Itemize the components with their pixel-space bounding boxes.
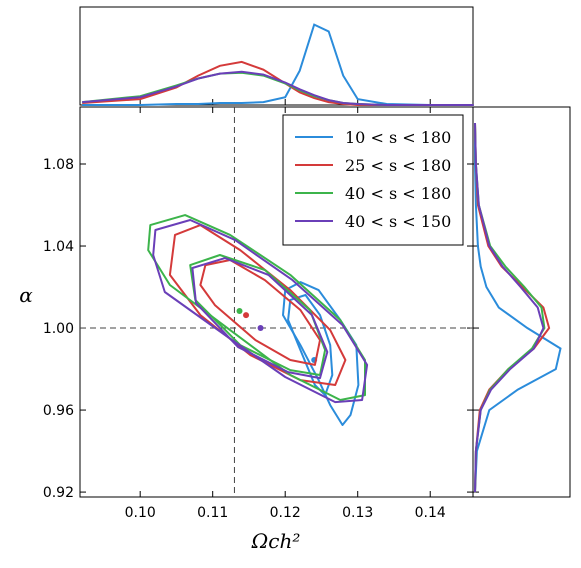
contour	[147, 214, 366, 401]
x-tick-label: 0.14	[415, 505, 446, 521]
legend-label: 10 < s < 180	[345, 128, 451, 147]
x-tick-label: 0.13	[342, 505, 373, 521]
x-tick-label: 0.10	[125, 505, 156, 521]
best-fit	[236, 308, 243, 315]
contour	[191, 257, 329, 380]
top-frame	[79, 6, 474, 106]
contour	[189, 254, 327, 376]
y-tick-label: 0.92	[43, 485, 74, 501]
x-tick-label: 0.12	[270, 505, 301, 521]
contour	[282, 281, 360, 426]
y-marginal	[474, 122, 545, 493]
legend-label: 40 < s < 180	[345, 184, 451, 203]
y-tick-label: 1.00	[43, 321, 74, 337]
y-tick-label: 1.08	[43, 157, 74, 173]
x-marginal	[82, 71, 474, 106]
contour	[199, 259, 321, 366]
legend-label: 40 < s < 150	[345, 212, 451, 231]
x-tick-label: 0.11	[197, 505, 228, 521]
x-axis-label: Ωch²	[251, 529, 301, 553]
contour	[168, 224, 347, 386]
y-tick-label: 0.96	[43, 403, 74, 419]
legend-label: 25 < s < 180	[345, 156, 451, 175]
x-marginal	[82, 70, 474, 106]
best-fit	[257, 325, 264, 332]
y-marginal	[474, 123, 562, 493]
y-axis-label: α	[19, 283, 33, 307]
y-marginal	[474, 122, 546, 493]
right-frame	[472, 106, 571, 498]
y-tick-label: 1.04	[43, 239, 74, 255]
x-marginal	[82, 23, 474, 106]
best-fit	[243, 312, 250, 319]
contour	[152, 219, 369, 404]
